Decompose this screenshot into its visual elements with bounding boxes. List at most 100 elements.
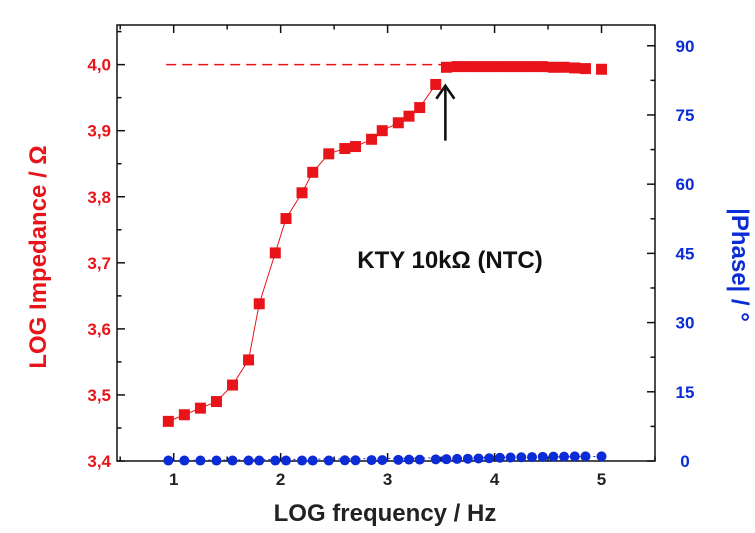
impedance-point: [462, 61, 474, 73]
phase-point: [179, 455, 190, 466]
x-tick-label: 1: [169, 470, 178, 489]
y-left-tick-label: 3,7: [87, 254, 111, 273]
chart-annotation: KTY 10kΩ (NTC): [357, 247, 543, 274]
impedance-point: [307, 166, 319, 178]
phase-point: [516, 452, 527, 463]
impedance-point: [558, 61, 570, 73]
phase-point: [484, 453, 495, 464]
impedance-point: [596, 63, 608, 75]
impedance-point: [178, 409, 190, 421]
phase-point: [505, 452, 516, 463]
phase-point: [195, 455, 206, 466]
impedance-point: [579, 63, 591, 75]
left-axis-title: LOG Impedance / Ω: [25, 145, 52, 368]
impedance-point: [430, 78, 442, 90]
y-left-tick-label: 3,6: [87, 320, 111, 339]
text-layer: KTY 10kΩ (NTC) LOG frequency / Hz LOG Im…: [25, 145, 753, 527]
impedance-point: [403, 110, 415, 122]
y-right-tick-label: 90: [676, 37, 695, 56]
impedance-point: [440, 61, 452, 73]
impedance-point: [227, 379, 239, 391]
impedance-point: [296, 187, 308, 199]
x-tick-label: 2: [276, 470, 285, 489]
x-tick-label: 5: [597, 470, 606, 489]
impedance-point: [483, 61, 495, 73]
phase-point: [548, 451, 559, 462]
impedance-point: [280, 213, 292, 225]
impedance-point: [414, 102, 426, 114]
phase-point: [569, 451, 580, 462]
phase-point: [163, 455, 174, 466]
phase-point: [596, 451, 607, 462]
impedance-point: [494, 61, 506, 73]
impedance-point: [194, 402, 206, 414]
phase-point: [494, 452, 505, 463]
impedance-point: [210, 396, 222, 408]
impedance-point: [547, 61, 559, 73]
phase-point: [473, 453, 484, 464]
impedance-point: [392, 117, 404, 129]
impedance-point: [376, 125, 388, 137]
phase-point: [559, 451, 570, 462]
x-tick-label: 3: [383, 470, 392, 489]
impedance-point: [526, 61, 538, 73]
impedance-point: [339, 143, 351, 155]
phase-point: [430, 454, 441, 465]
phase-point: [403, 454, 414, 465]
phase-point: [297, 455, 308, 466]
phase-point: [537, 451, 548, 462]
impedance-point: [323, 148, 335, 160]
phase-point: [270, 455, 281, 466]
x-tick-label: 4: [490, 470, 500, 489]
phase-point: [280, 455, 291, 466]
plot-frame: [116, 24, 656, 462]
phase-point: [366, 455, 377, 466]
y-right-tick-label: 60: [676, 175, 695, 194]
impedance-point: [350, 141, 362, 153]
series-layer: [162, 61, 608, 466]
y-left-tick-label: 3,4: [87, 452, 111, 471]
phase-point: [526, 452, 537, 463]
arrow-marker: [435, 83, 456, 141]
phase-point: [377, 455, 388, 466]
phase-point: [307, 455, 318, 466]
impedance-point: [253, 298, 265, 310]
arrow-head: [435, 83, 456, 100]
phase-point: [243, 455, 254, 466]
y-right-tick-label: 15: [676, 383, 695, 402]
impedance-point: [451, 61, 463, 73]
y-left-tick-label: 3,8: [87, 188, 111, 207]
y-right-tick-label: 75: [676, 106, 695, 125]
right-axis-title: |Phase| / °: [726, 208, 753, 322]
impedance-point: [366, 133, 378, 145]
phase-point: [414, 454, 425, 465]
phase-point: [339, 455, 350, 466]
y-right-tick-label: 0: [680, 452, 689, 471]
phase-point: [227, 455, 238, 466]
phase-point: [211, 455, 222, 466]
x-axis-title: LOG frequency / Hz: [274, 500, 497, 527]
phase-point: [580, 451, 591, 462]
impedance-point: [569, 62, 581, 74]
impedance-point: [515, 61, 527, 73]
plot-border: [116, 24, 656, 462]
phase-point: [462, 453, 473, 464]
y-right-tick-label: 45: [676, 244, 695, 263]
phase-point: [393, 454, 404, 465]
phase-point: [254, 455, 265, 466]
y-left-tick-label: 3,5: [87, 386, 111, 405]
phase-point: [441, 454, 452, 465]
impedance-series: [162, 61, 608, 427]
impedance-point: [473, 61, 485, 73]
impedance-point: [243, 354, 255, 366]
impedance-point: [537, 61, 549, 73]
impedance-point: [162, 415, 174, 427]
phase-point: [452, 453, 463, 464]
impedance-point: [269, 247, 281, 259]
phase-point: [350, 455, 361, 466]
y-left-tick-label: 3,9: [87, 122, 111, 141]
y-right-tick-label: 30: [676, 314, 695, 333]
